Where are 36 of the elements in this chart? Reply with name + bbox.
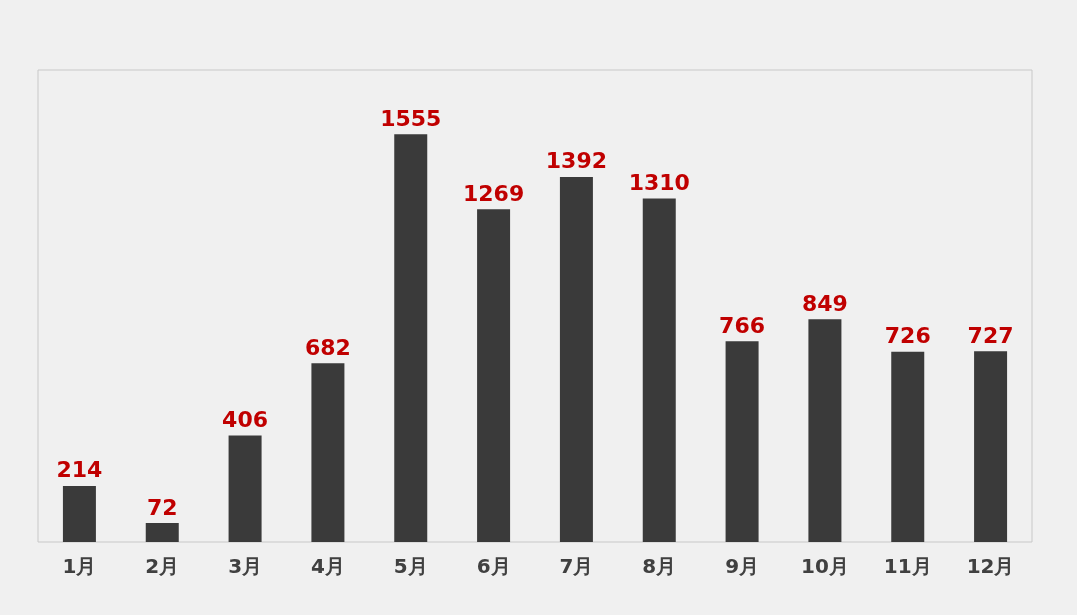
x-tick-label: 4月 [310,554,345,578]
data-label: 214 [56,457,103,483]
bar [974,351,1008,542]
data-label: 1310 [628,169,690,195]
x-tick-label: 10月 [800,554,849,578]
data-label: 849 [801,290,848,316]
x-tick-label: 11月 [883,554,932,578]
x-tick-label: 6月 [476,554,511,578]
bar [394,134,428,542]
bar [725,341,759,542]
data-label: 1269 [462,180,525,206]
x-tick-label: 5月 [393,554,428,578]
data-label: 682 [304,334,351,360]
bar [891,351,925,542]
data-label: 726 [884,323,931,349]
bar [311,363,345,542]
data-label: 72 [146,494,178,520]
data-label: 766 [719,312,766,338]
bar [559,176,593,542]
bar [808,319,842,542]
data-label: 727 [967,322,1014,348]
bar [62,485,96,542]
x-tick-label: 3月 [228,554,263,578]
x-tick-label: 2月 [145,554,180,578]
x-tick-label: 7月 [559,554,594,578]
bar [642,198,676,542]
bar [477,209,511,542]
x-tick-label: 9月 [725,554,760,578]
data-label: 406 [222,407,269,433]
bar [228,435,262,542]
x-tick-label: 12月 [966,554,1015,578]
x-tick-label: 8月 [642,554,677,578]
data-label: 1555 [380,105,442,131]
bar [145,523,179,542]
data-label: 1392 [545,148,608,174]
x-tick-label: 1月 [62,554,97,578]
